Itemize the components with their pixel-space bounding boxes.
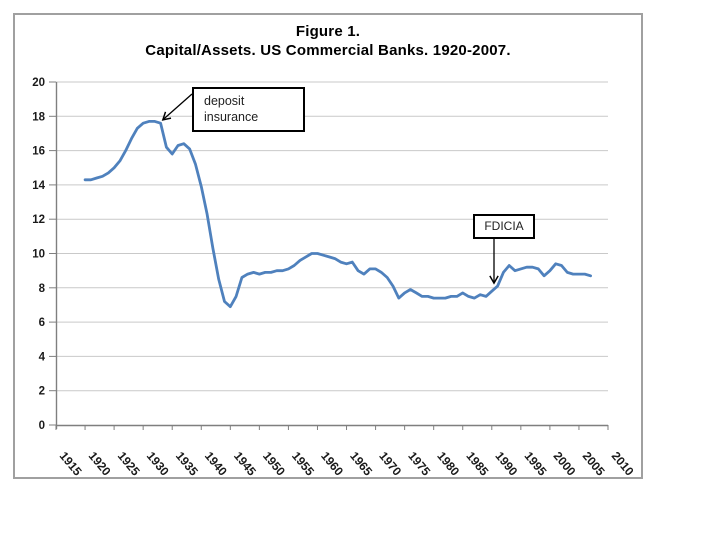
x-tick-label: 1935: [173, 449, 201, 477]
gridlines: [49, 81, 609, 430]
chart-title-line2: Capital/Assets. US Commercial Banks. 192…: [145, 42, 511, 59]
x-tick-label: 2010: [609, 449, 637, 477]
x-tick-label: 1975: [405, 449, 433, 477]
x-tick-label: 1965: [347, 449, 375, 477]
x-tick-label: 1980: [434, 449, 462, 477]
x-tick-label: 1950: [260, 449, 288, 477]
deposit-insurance-arrow: [161, 93, 193, 121]
annotation-fdicia: FDICIA: [473, 214, 535, 239]
y-tick-label: 14: [32, 180, 45, 192]
x-tick-label: 1915: [57, 449, 85, 477]
y-tick-label: 0: [39, 420, 45, 432]
y-tick-label: 12: [32, 214, 45, 226]
y-tick-label: 18: [32, 111, 45, 123]
y-tick-label: 8: [39, 283, 46, 295]
chart-frame: 0 2 4 6 8 10 12 14 16 18 20 1915 1920 1925 1930 1935 194…: [13, 13, 643, 479]
x-tick-label: 1925: [115, 449, 143, 477]
y-axis-labels: 0 2 4 6 8 10 12 14 16 18 20: [32, 77, 45, 432]
x-tick-label: 1920: [86, 449, 114, 477]
x-tick-label: 1930: [144, 449, 172, 477]
x-axis-labels: 1915 1920 1925 1930 1935 1940 1945 1950 1955 1960…: [57, 449, 637, 477]
y-tick-label: 4: [39, 351, 46, 363]
y-tick-label: 2: [39, 386, 45, 398]
y-tick-label: 16: [32, 146, 45, 158]
x-tick-label: 2000: [551, 449, 579, 477]
y-tick-label: 20: [32, 77, 45, 89]
annotation-deposit-line2: insurance: [204, 110, 259, 124]
chart-title-line1: Figure 1.: [295, 23, 361, 40]
x-tick-label: 1990: [492, 449, 520, 477]
x-tick-label: 1945: [231, 449, 259, 477]
x-tick-label: 1995: [522, 449, 550, 477]
chart-title: Figure 1. Capital/Assets. US Commercial …: [15, 22, 641, 60]
x-tick-label: 1955: [289, 449, 317, 477]
x-tick-label: 2005: [580, 449, 608, 477]
x-tick-label: 1970: [376, 449, 404, 477]
y-tick-label: 6: [39, 317, 45, 329]
annotation-deposit-insurance: deposit insurance: [192, 87, 305, 132]
x-tick-label: 1985: [463, 449, 491, 477]
annotation-deposit-line1: deposit: [204, 94, 245, 108]
capital-assets-line: [83, 120, 592, 309]
x-tick-label: 1960: [318, 449, 346, 477]
y-tick-label: 10: [32, 249, 45, 261]
x-tick-label: 1940: [202, 449, 230, 477]
